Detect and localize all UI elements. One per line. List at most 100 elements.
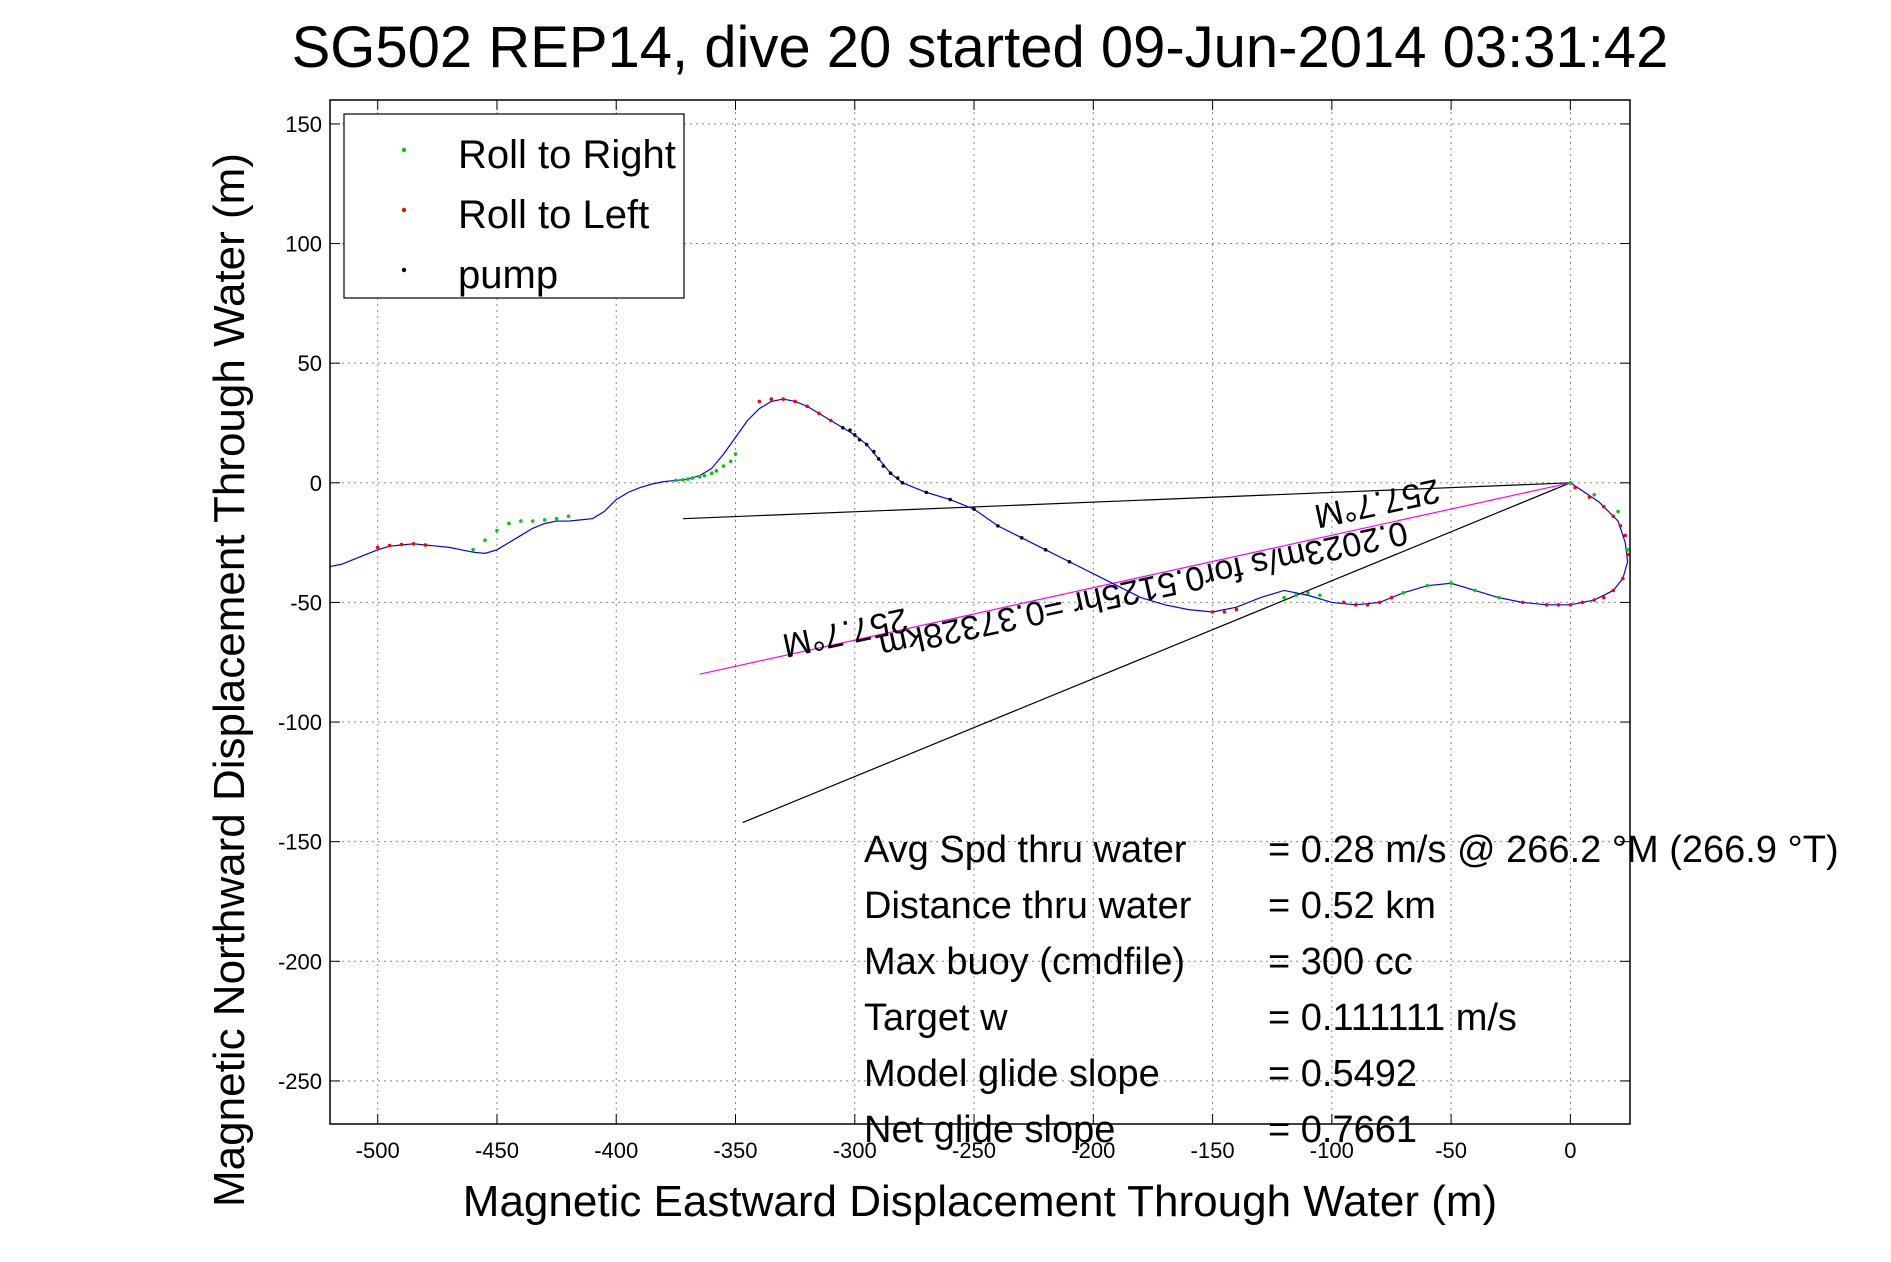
pump-point	[888, 471, 893, 476]
pump-point	[848, 428, 852, 432]
pump-point	[852, 433, 857, 437]
roll-left-point	[817, 411, 821, 416]
x-tick-label: -150	[1191, 1138, 1235, 1163]
roll-right-point	[566, 514, 571, 519]
roll-right-point	[1401, 591, 1406, 595]
roll-right-point	[1306, 591, 1310, 595]
stat-label: Net glide slope	[864, 1109, 1115, 1151]
pump-point	[900, 481, 905, 485]
roll-left-point	[423, 543, 428, 547]
roll-left-point	[1611, 514, 1616, 519]
x-tick-label: 0	[1564, 1138, 1576, 1163]
roll-left-point	[375, 545, 380, 550]
roll-left-point	[1389, 595, 1394, 600]
x-tick-label: -350	[713, 1138, 757, 1163]
roll-right-point	[733, 452, 738, 456]
roll-left-point	[1621, 576, 1625, 581]
pump-point	[864, 442, 869, 447]
stat-label: Model glide slope	[864, 1053, 1160, 1095]
roll-right-point	[1568, 481, 1573, 485]
legend-marker	[401, 267, 407, 273]
pump-point	[841, 425, 845, 430]
y-tick-label: 50	[298, 351, 322, 376]
pump-point	[948, 497, 952, 502]
plot-series	[329, 397, 1630, 824]
stat-value: = 0.52 km	[1268, 885, 1436, 927]
roll-left-point	[1592, 598, 1597, 602]
roll-right-point	[685, 477, 690, 482]
x-tick-label: -50	[1435, 1138, 1467, 1163]
x-tick-label: -300	[833, 1138, 877, 1163]
roll-right-point	[507, 521, 511, 526]
y-axis-title: Magnetic Northward Displacement Through …	[205, 153, 254, 1207]
roll-right-point	[1625, 547, 1630, 552]
pump-point	[996, 524, 1000, 528]
reference-line	[742, 482, 1571, 824]
roll-right-point	[702, 473, 707, 478]
roll-right-point	[519, 519, 523, 523]
pump-point	[857, 437, 862, 442]
roll-left-point	[399, 542, 404, 547]
legend-marker	[401, 147, 407, 153]
y-tick-label: -200	[278, 949, 322, 974]
legend-marker	[401, 207, 407, 213]
roll-left-point	[1625, 552, 1630, 557]
stat-value: = 0.5492	[1268, 1053, 1417, 1095]
roll-right-point	[530, 519, 535, 523]
roll-left-point	[387, 543, 392, 548]
x-tick-label: -450	[475, 1138, 519, 1163]
roll-right-point	[681, 478, 685, 482]
roll-right-point	[1282, 595, 1286, 600]
roll-right-point	[554, 516, 559, 521]
y-tick-label: -250	[278, 1069, 322, 1094]
legend-box	[343, 113, 685, 299]
stat-label: Target w	[864, 997, 1008, 1039]
roll-left-point	[1544, 603, 1549, 607]
x-tick-label: -400	[594, 1138, 638, 1163]
pump-point	[872, 449, 876, 454]
pump-point	[881, 464, 886, 468]
roll-left-point	[1601, 595, 1606, 600]
roll-right-point	[483, 538, 487, 543]
pump-point	[895, 476, 900, 480]
roll-right-point	[1473, 588, 1477, 593]
roll-left-point	[1618, 524, 1623, 528]
roll-right-point	[495, 528, 499, 533]
axis-ticks: -500 -450 -400 -350 -300 -250 -200 -150 -100 -50 0…	[278, 100, 1630, 1163]
roll-left-point	[1573, 485, 1577, 490]
roll-left-point	[1580, 600, 1585, 605]
roll-right-point	[1425, 583, 1430, 588]
roll-right-point	[1592, 492, 1597, 497]
stat-value: = 0.111111 m/s	[1268, 997, 1517, 1039]
y-tick-label: 0	[310, 471, 322, 496]
heading-annotation: 0.2023m/s for0.5125hr =0.37328km	[876, 513, 1411, 665]
legend: Roll to Right Roll to Left pump	[343, 113, 685, 299]
roll-left-point	[1222, 610, 1227, 614]
pump-point	[972, 507, 976, 511]
roll-right-point	[1449, 581, 1453, 586]
pump-point	[1067, 559, 1072, 564]
y-tick-label: -150	[278, 830, 322, 855]
roll-left-point	[1341, 600, 1346, 605]
heading-line	[699, 482, 1571, 675]
roll-left-point	[1568, 603, 1573, 607]
roll-left-point	[1623, 533, 1628, 538]
roll-left-point	[1365, 603, 1370, 607]
stat-value: = 0.28 m/s @ 266.2 °M (266.9 °T)	[1268, 829, 1839, 871]
x-tick-label: -500	[356, 1138, 400, 1163]
pump-point	[876, 457, 881, 461]
reference-line	[683, 482, 1571, 520]
legend-label: pump	[458, 253, 558, 297]
roll-right-point	[1616, 509, 1620, 514]
x-tick-label: -100	[1310, 1138, 1354, 1163]
roll-left-point	[1601, 504, 1606, 509]
roll-left-point	[1353, 603, 1358, 607]
legend-label: Roll to Right	[458, 133, 676, 177]
stat-value: = 300 cc	[1268, 941, 1413, 983]
roll-right-point	[697, 475, 702, 479]
x-tick-label: -200	[1071, 1138, 1115, 1163]
y-tick-label: -100	[278, 710, 322, 735]
y-tick-label: 100	[285, 232, 322, 257]
stat-value: = 0.7661	[1268, 1109, 1417, 1151]
